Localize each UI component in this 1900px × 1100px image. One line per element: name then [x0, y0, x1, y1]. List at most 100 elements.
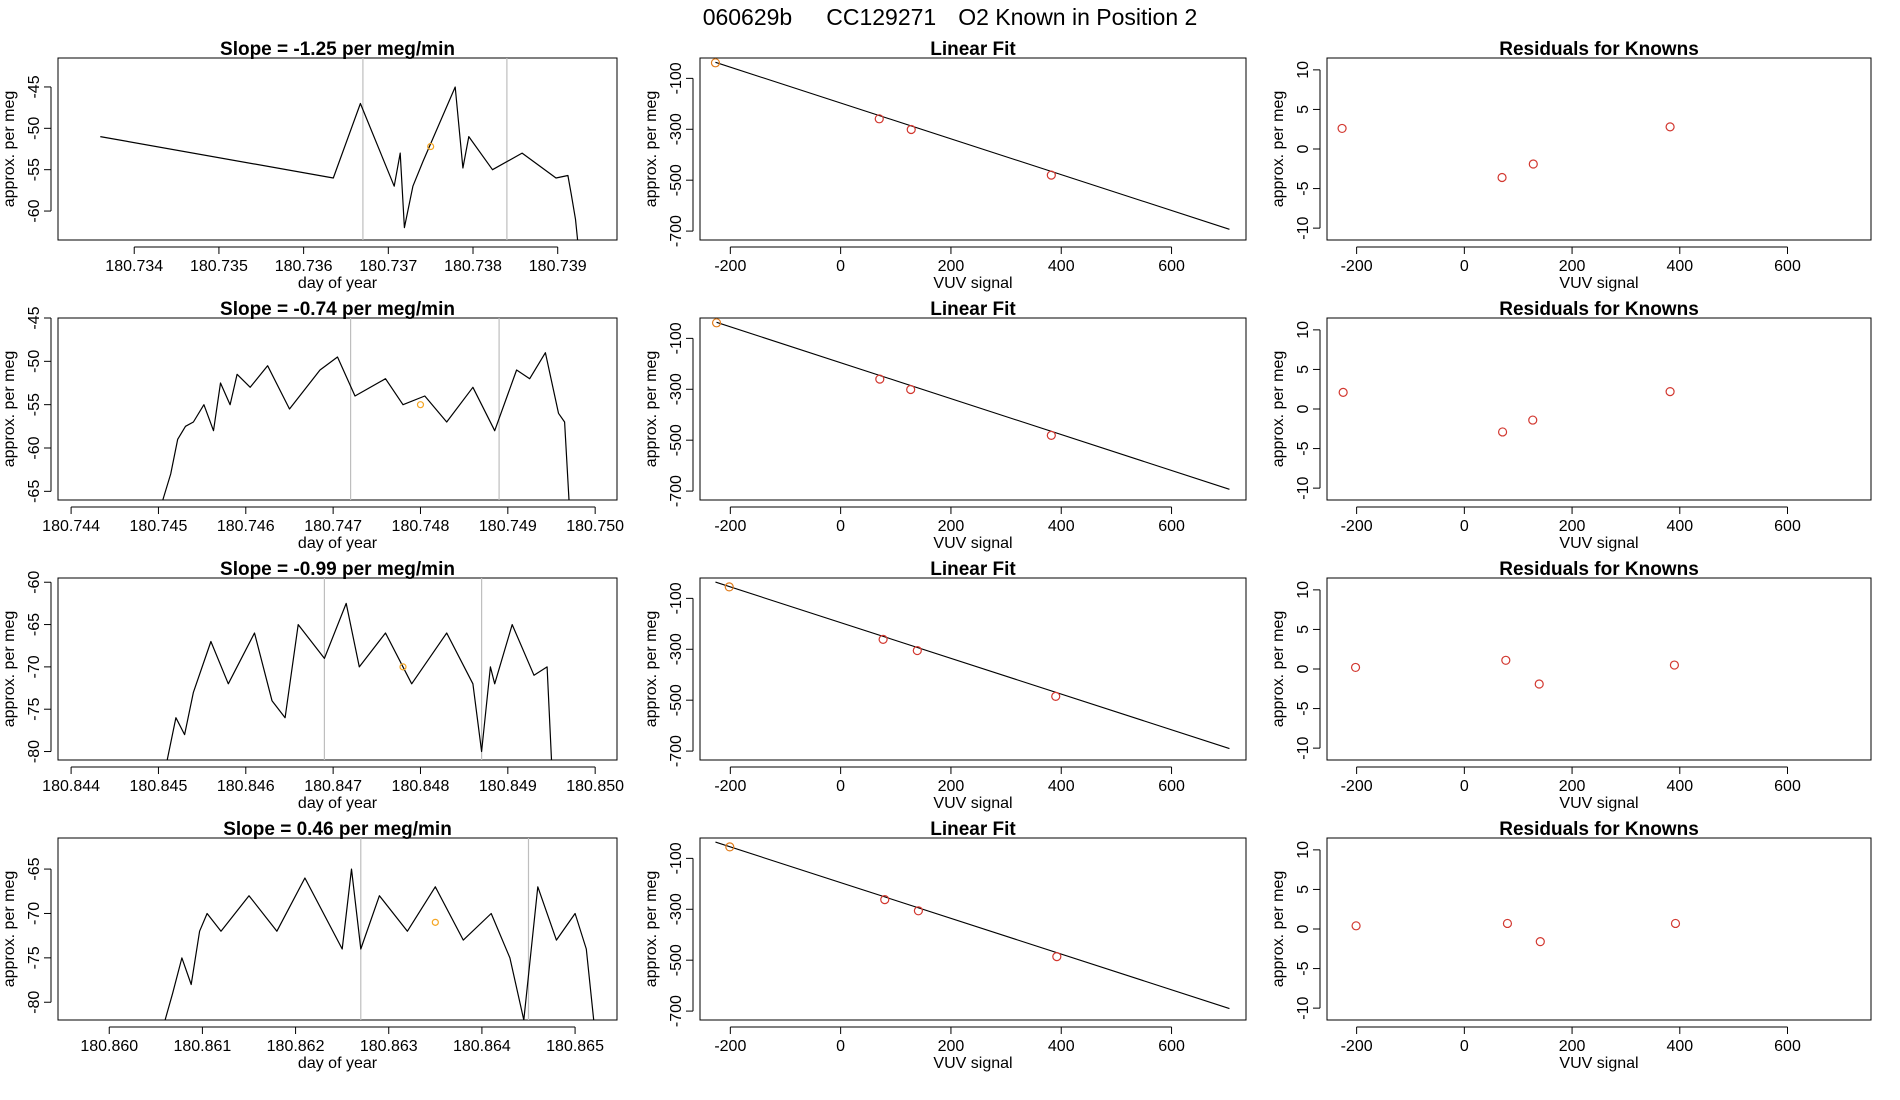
y-axis: -65 -70 -75 -80: [26, 857, 52, 1014]
x-axis: -200 0 200 400 600: [1341, 506, 1801, 535]
y-axis: -100 -300 -500 -700: [668, 582, 694, 767]
data-point: [1535, 937, 1545, 947]
y-tick-label: -100: [668, 62, 685, 94]
series-line: [166, 602, 553, 760]
data-point: [1670, 918, 1681, 929]
x-axis: -200 0 200 400 600: [1341, 246, 1801, 275]
y-tick-label: -50: [26, 350, 43, 373]
x-tick-label: 600: [1158, 1038, 1185, 1055]
data-point: [711, 318, 722, 328]
y-tick-label: -5: [1295, 181, 1312, 195]
x-tick-label: 200: [938, 258, 965, 275]
x-axis-label: VUV signal: [933, 795, 1012, 812]
y-tick-label: -700: [668, 995, 685, 1027]
data-point: [1046, 430, 1056, 440]
x-tick-label: 0: [836, 778, 845, 795]
x-tick-label: 600: [1774, 1038, 1801, 1055]
x-tick-label: -200: [714, 778, 746, 795]
data-point: [1351, 921, 1361, 931]
x-tick-label: 200: [1559, 1038, 1586, 1055]
x-tick-label: -200: [1341, 518, 1373, 535]
y-tick-label: -45: [26, 306, 43, 329]
data-point: [1350, 662, 1361, 673]
x-tick-label: 180.750: [566, 518, 624, 535]
plot-area: [164, 838, 595, 1020]
panel-title: Residuals for Knowns: [1499, 819, 1699, 840]
data-point: [1501, 655, 1511, 665]
data-point: [878, 634, 888, 644]
plot-frame: [699, 317, 1247, 501]
y-axis-label: approx. per meg: [1270, 91, 1287, 208]
y-axis-label: approx. per meg: [643, 871, 660, 988]
x-axis: 180.844 180.845 180.846 180.847 180.848 180.8…: [42, 766, 624, 795]
x-axis: 180.860 180.861 180.862 180.863 180.864 180.8…: [80, 1026, 604, 1055]
y-tick-label: -75: [26, 946, 43, 969]
midpoint-marker: [399, 663, 407, 671]
plot-area: [715, 581, 1230, 750]
data-point: [912, 645, 922, 656]
x-tick-label: 180.748: [392, 518, 450, 535]
data-point: [906, 124, 916, 135]
panel-fit-row-1: Linear Fit -200 0 200 400 600 VUV signal -100 -3…: [643, 39, 1247, 292]
x-tick-label: 400: [1048, 778, 1075, 795]
x-tick-label: 180.864: [453, 1038, 511, 1055]
x-tick-label: -200: [714, 258, 746, 275]
panel-title: Residuals for Knowns: [1499, 39, 1699, 60]
midpoint-marker: [431, 918, 439, 926]
plot-area: [1337, 122, 1675, 183]
x-axis-label: VUV signal: [933, 535, 1012, 552]
panel-title: Linear Fit: [930, 819, 1016, 840]
y-tick-label: -70: [26, 902, 43, 925]
y-tick-label: -700: [668, 475, 685, 507]
x-tick-label: 180.737: [359, 258, 417, 275]
plot-area: [710, 58, 1230, 230]
x-tick-label: 400: [1666, 258, 1693, 275]
plot-area: [711, 318, 1230, 490]
y-tick-label: 10: [1295, 61, 1312, 79]
x-axis-label: VUV signal: [1559, 795, 1638, 812]
x-tick-label: -200: [714, 518, 746, 535]
y-tick-label: -60: [26, 199, 43, 222]
y-tick-label: -700: [668, 215, 685, 247]
panel-residuals-row-2: Residuals for Knowns -200 0 200 400 600 VUV si…: [1270, 299, 1872, 552]
y-tick-label: -10: [1295, 476, 1312, 499]
y-tick-label: -10: [1295, 216, 1312, 239]
x-tick-label: 400: [1048, 518, 1075, 535]
y-tick-label: 5: [1295, 365, 1312, 374]
x-tick-label: 180.845: [130, 778, 188, 795]
panel-title: Linear Fit: [930, 39, 1016, 60]
x-tick-label: 200: [1559, 518, 1586, 535]
data-point: [724, 582, 734, 592]
y-axis-label: approx. per meg: [643, 611, 660, 728]
y-tick-label: -500: [668, 424, 685, 456]
x-tick-label: 180.847: [304, 778, 362, 795]
y-tick-label: -80: [26, 991, 43, 1014]
x-tick-label: 0: [1460, 518, 1469, 535]
y-axis: -45 -50 -55 -60 -65: [26, 306, 52, 503]
data-point: [1534, 679, 1544, 689]
x-tick-label: 180.846: [217, 778, 275, 795]
x-axis-label: day of year: [298, 1055, 378, 1072]
y-tick-label: -500: [668, 164, 685, 196]
x-tick-label: 0: [1460, 258, 1469, 275]
y-tick-label: -300: [668, 893, 685, 925]
y-axis-label: approx. per meg: [1, 351, 18, 468]
series-line: [164, 868, 595, 1020]
x-tick-label: 600: [1158, 258, 1185, 275]
x-tick-label: 0: [836, 518, 845, 535]
y-axis-label: approx. per meg: [643, 351, 660, 468]
y-tick-label: -80: [26, 740, 43, 763]
y-tick-label: -55: [26, 158, 43, 181]
data-point: [875, 374, 885, 384]
x-tick-label: 400: [1666, 778, 1693, 795]
x-tick-label: -200: [1341, 1038, 1373, 1055]
x-tick-label: 180.865: [546, 1038, 604, 1055]
panel-title: Slope = -1.25 per meg/min: [220, 39, 455, 60]
y-tick-label: 0: [1295, 664, 1312, 673]
plot-frame: [57, 317, 618, 501]
